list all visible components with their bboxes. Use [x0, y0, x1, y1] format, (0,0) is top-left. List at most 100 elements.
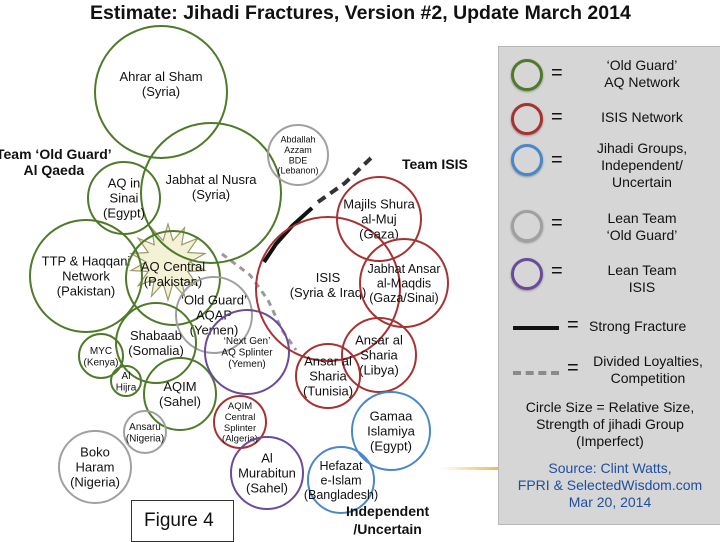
legend-independent-line-3: Uncertain: [612, 174, 672, 190]
node-label-ttp-haqqani-0: TTP & Haqqani: [42, 254, 131, 269]
aq-central-starburst: [128, 221, 208, 303]
divided-loyalties-line-top: [316, 155, 374, 204]
node-label-gamaa-islamiya-1: Islamiya: [367, 424, 415, 439]
node-label-hefazat-1: e-Islam: [321, 473, 362, 487]
node-label-ttp-haqqani-2: (Pakistan): [57, 284, 116, 299]
node-circle-hefazat: [307, 446, 375, 514]
legend-strong-fracture-line: [513, 326, 559, 330]
node-circle-isis: [255, 216, 401, 362]
node-label-myc-0: MYC: [90, 346, 112, 357]
node-label-hefazat-0: Hefazat: [319, 459, 363, 473]
legend-lean-isis-label: Lean Team ISIS: [577, 262, 707, 296]
orange-accent-line: [440, 467, 500, 470]
figure-label: Figure 4: [144, 510, 214, 531]
legend-strong-fracture-label: Strong Fracture: [589, 318, 687, 334]
legend-divided-line-1: Divided Loyalties,: [593, 353, 703, 369]
node-label-boko-haram-0: Boko: [80, 445, 110, 460]
node-label-ansar-al-sharia-libya-1: Sharia: [360, 348, 398, 363]
node-label-al-hijra-0: Al: [122, 371, 131, 382]
node-label-aqap-0: ‘Old Guard’: [181, 293, 247, 308]
node-label-next-gen-aq-splinter-0: ‘Next Gen’: [224, 336, 271, 347]
node-label-majlis-shura-2: (Gaza): [359, 227, 399, 242]
legend-lean-isis-line-2: ISIS: [628, 279, 656, 295]
legend-old-guard-line-2: AQ Network: [604, 74, 680, 90]
legend-divided-equals: =: [567, 357, 579, 379]
node-circle-majlis-shura: [336, 176, 422, 262]
legend-isis-equals: =: [551, 106, 563, 128]
legend-lean-isis-ring: [511, 258, 543, 290]
source-line-1: Source: Clint Watts,: [548, 460, 672, 476]
node-label-boko-haram-2: (Nigeria): [70, 475, 120, 490]
node-circle-next-gen-aq-splinter: [204, 309, 290, 395]
strong-fracture-line: [262, 206, 314, 264]
node-label-aqim-1: (Sahel): [159, 394, 201, 409]
node-label-al-murabitun-0: Al: [261, 451, 273, 466]
legend-divided-line-2: Competition: [610, 370, 686, 386]
team-old-guard-line-2: Al Qaeda: [23, 162, 85, 178]
node-circle-ahrar-al-sham: [94, 25, 228, 159]
node-label-next-gen-aq-splinter-2: (Yemen): [228, 359, 265, 370]
node-label-ansar-al-sharia-libya-2: (Libya): [359, 363, 399, 378]
node-ansaru: Ansaru(Nigeria): [123, 410, 167, 454]
node-circle-aqap: [175, 276, 253, 354]
node-label-aq-in-sinai-2: (Egypt): [103, 206, 145, 221]
circle-size-note: Circle Size = Relative Size, Strength of…: [503, 399, 717, 450]
node-circle-abdallah-azzam: [267, 124, 329, 186]
independent-line-2: /Uncertain: [353, 521, 422, 537]
node-label-isis-1: (Syria & Iraq): [290, 285, 367, 300]
legend-old-guard-equals: =: [551, 62, 563, 84]
node-shabaab: Shabaab(Somalia): [115, 302, 197, 384]
node-label-al-murabitun-2: (Sahel): [246, 481, 288, 496]
node-label-myc-1: (Kenya): [83, 357, 118, 368]
node-ahrar-al-sham: Ahrar al Sham(Syria): [94, 25, 228, 159]
node-label-ansaru-1: (Nigeria): [126, 433, 164, 444]
legend-independent-line-2: Independent/: [601, 157, 683, 173]
node-circle-aqim: [143, 357, 217, 431]
node-label-aqim-central-splinter-2: Splinter: [224, 423, 256, 434]
team-isis-label: Team ISIS: [402, 156, 468, 172]
node-label-abdallah-azzam-3: (Lebanon): [277, 166, 318, 176]
legend-independent-line-1: Jihadi Groups,: [596, 140, 688, 156]
node-label-ansar-al-sharia-tunisia-1: Sharia: [309, 369, 347, 384]
node-label-abdallah-azzam-2: BDE: [289, 155, 308, 165]
node-label-gamaa-islamiya-2: (Egypt): [370, 439, 412, 454]
node-label-jabhat-ansar-1: al-Maqdis: [377, 276, 431, 290]
legend-independent-equals: =: [551, 149, 563, 171]
legend-lean-old-guard-line-1: Lean Team: [607, 210, 677, 226]
node-label-aq-central-0: AQ Central: [141, 259, 205, 274]
node-circle-gamaa-islamiya: [351, 391, 431, 471]
node-label-jabhat-al-nusra-0: Jabhat al Nusra: [165, 172, 257, 187]
node-label-hefazat-2: (Bangladesh): [304, 488, 378, 502]
legend-strong-equals: =: [567, 314, 579, 336]
node-jabhat-al-nusra: Jabhat al Nusra(Syria): [140, 122, 282, 264]
node-label-aqap-1: AQAP: [196, 308, 232, 323]
node-circle-al-hijra: [110, 365, 142, 397]
node-isis: ISIS(Syria & Iraq): [255, 216, 401, 362]
page-title: Estimate: Jihadi Fractures, Version #2, …: [90, 2, 631, 24]
legend-old-guard-label: ‘Old Guard’ AQ Network: [577, 57, 707, 91]
node-circle-shabaab: [115, 302, 197, 384]
node-label-isis-0: ISIS: [316, 270, 341, 285]
note-line-2: Strength of jihadi Group: [536, 416, 684, 432]
node-label-ahrar-al-sham-1: (Syria): [142, 84, 180, 99]
node-label-boko-haram-1: Haram: [75, 460, 114, 475]
node-label-shabaab-0: Shabaab: [130, 328, 182, 343]
node-label-ansar-al-sharia-tunisia-2: (Tunisia): [303, 384, 353, 399]
note-line-3: (Imperfect): [576, 433, 644, 449]
node-label-abdallah-azzam-0: Abdallah: [280, 135, 315, 145]
node-label-majlis-shura-1: al-Muj: [361, 212, 397, 227]
node-circle-ansar-al-sharia-libya: [341, 317, 417, 393]
node-circle-ansaru: [123, 410, 167, 454]
node-label-ansaru-0: Ansaru: [129, 422, 161, 433]
divided-loyalties-line-mid: [221, 252, 298, 351]
node-circle-ansar-al-sharia-tunisia: [295, 343, 361, 409]
node-aqap: ‘Old Guard’AQAP(Yemen): [175, 276, 253, 354]
